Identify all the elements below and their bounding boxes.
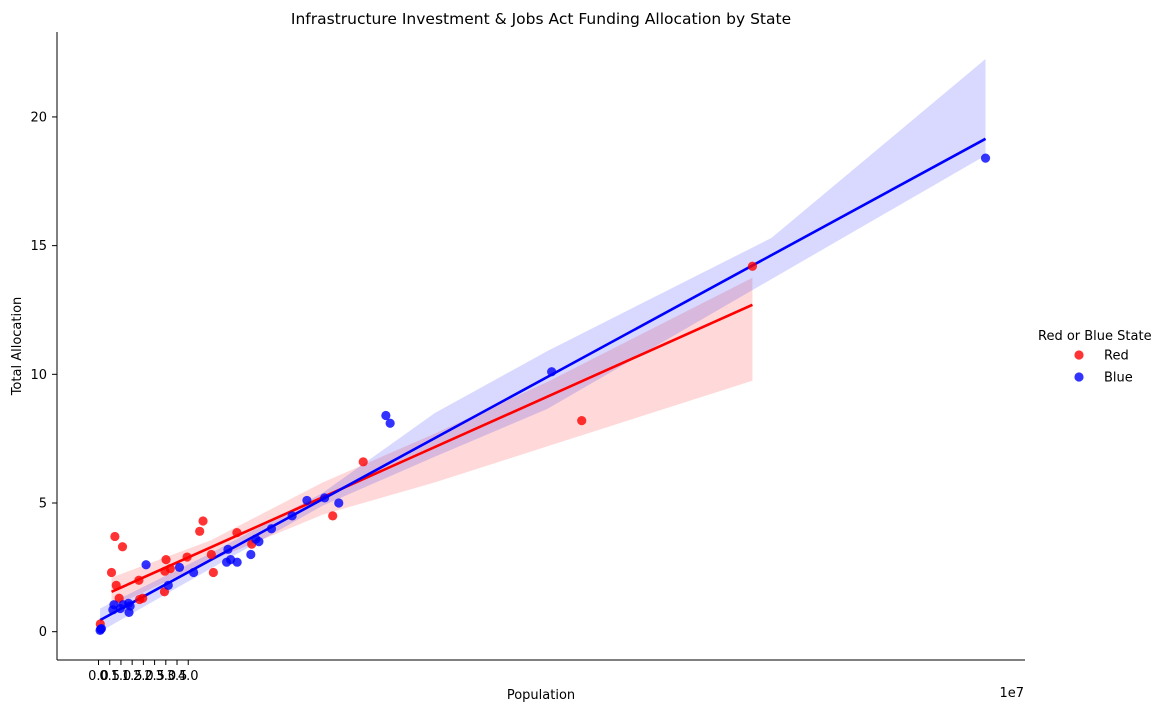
data-point-blue	[287, 511, 297, 521]
data-point-blue	[163, 580, 173, 590]
legend-title: Red or Blue State	[1038, 329, 1152, 344]
data-point-blue	[302, 495, 312, 506]
data-point-red	[208, 567, 218, 578]
legend-entries: Red Blue	[1074, 349, 1133, 386]
confidence-bands	[100, 59, 986, 632]
x-tick-label: 1.5	[122, 669, 143, 684]
data-point-blue	[125, 601, 135, 611]
data-point-red	[110, 531, 120, 542]
data-point-red	[138, 593, 148, 603]
data-point-red	[111, 580, 121, 590]
x-tick-label: 0.5	[99, 669, 120, 684]
y-tick-label: 5	[39, 497, 47, 512]
data-point-blue	[174, 562, 185, 572]
fit-line-blue	[99, 137, 987, 622]
legend-marker-blue	[1074, 372, 1084, 382]
ci-band-blue	[100, 59, 986, 632]
legend-marker-red	[1074, 350, 1084, 360]
data-point-red	[195, 526, 205, 536]
x-tick-label: 3.0	[155, 669, 176, 684]
data-point-blue	[246, 549, 256, 560]
scatter-points	[95, 153, 991, 636]
y-axis-label: Total Allocation	[10, 297, 25, 397]
data-point-blue	[141, 560, 151, 570]
data-point-blue	[223, 544, 233, 554]
data-point-blue	[381, 410, 391, 421]
data-point-red	[165, 564, 175, 574]
regression-lines	[99, 137, 987, 622]
data-point-red	[134, 575, 144, 585]
x-tick-label: 2.0	[133, 669, 154, 684]
data-point-blue	[96, 624, 107, 634]
legend: Red or Blue State Red Blue	[1038, 329, 1152, 386]
y-tick-label: 0	[39, 625, 47, 640]
data-point-blue	[320, 493, 330, 503]
x-tick-label: 4.0	[178, 669, 199, 684]
data-point-red	[232, 527, 242, 538]
legend-label-red: Red	[1104, 349, 1129, 364]
data-point-red	[106, 567, 117, 578]
y-tick-label: 20	[30, 110, 47, 125]
legend-label-blue: Blue	[1104, 371, 1133, 386]
data-point-red	[182, 552, 192, 562]
data-point-blue	[189, 567, 199, 578]
data-point-blue	[232, 557, 242, 567]
data-point-blue	[980, 153, 991, 163]
data-point-red	[747, 261, 758, 271]
x-tick-label: 2.5	[144, 669, 165, 684]
y-tick-label: 10	[30, 368, 47, 383]
data-point-blue	[266, 524, 277, 534]
chart-title: Infrastructure Investment & Jobs Act Fun…	[291, 10, 791, 28]
x-axis-offset-label: 1e7	[999, 686, 1024, 701]
data-point-red	[577, 416, 587, 426]
y-axis-ticks: 0 5 10 15 20	[30, 110, 57, 640]
data-point-red	[358, 457, 368, 467]
fit-line-red	[110, 303, 753, 593]
data-point-red	[117, 542, 128, 552]
x-axis-label: Population	[507, 688, 575, 703]
data-point-blue	[547, 367, 557, 377]
data-point-blue	[254, 537, 264, 547]
data-point-blue	[385, 418, 395, 428]
x-tick-label: 3.5	[167, 669, 188, 684]
x-tick-label: 1.0	[111, 669, 132, 684]
data-point-red	[161, 555, 171, 565]
data-point-red	[206, 549, 216, 560]
data-point-blue	[334, 498, 344, 508]
data-point-red	[328, 511, 338, 521]
data-point-red	[198, 516, 208, 526]
x-tick-label: 0.0	[88, 669, 109, 684]
y-tick-label: 15	[30, 239, 47, 254]
x-axis-ticks: 0.00.51.01.52.02.53.03.54.0	[88, 660, 199, 684]
